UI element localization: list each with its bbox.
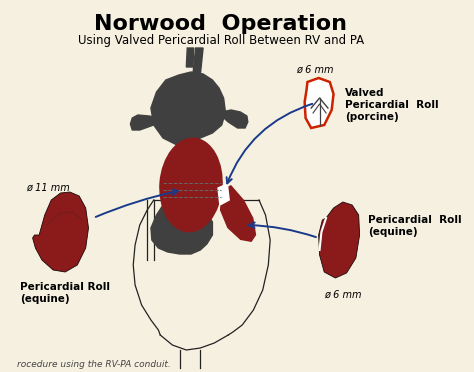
Text: (porcine): (porcine) [345,112,399,122]
Polygon shape [151,72,226,145]
Text: Pericardial  Roll: Pericardial Roll [345,100,438,110]
Text: Using Valved Pericardial Roll Between RV and PA: Using Valved Pericardial Roll Between RV… [78,34,364,47]
Text: Norwood  Operation: Norwood Operation [94,14,347,34]
Polygon shape [151,204,212,254]
Polygon shape [319,202,360,278]
Polygon shape [130,115,160,130]
Text: ø 11 mm: ø 11 mm [26,183,70,193]
Text: ø 6 mm: ø 6 mm [324,290,362,300]
Polygon shape [193,48,203,75]
Text: Valved: Valved [345,88,384,98]
Text: Pericardial  Roll: Pericardial Roll [368,215,462,225]
Polygon shape [305,78,334,128]
Text: rocedure using the RV-PA conduit.: rocedure using the RV-PA conduit. [17,360,171,369]
Polygon shape [220,185,256,242]
Text: Pericardial Roll: Pericardial Roll [20,282,110,292]
Text: (equine): (equine) [368,227,418,237]
Polygon shape [218,184,229,205]
Polygon shape [33,192,89,272]
Text: ø 6 mm: ø 6 mm [296,65,334,75]
Ellipse shape [159,138,223,232]
Polygon shape [222,110,248,128]
Text: (equine): (equine) [20,294,70,304]
Polygon shape [186,48,194,67]
